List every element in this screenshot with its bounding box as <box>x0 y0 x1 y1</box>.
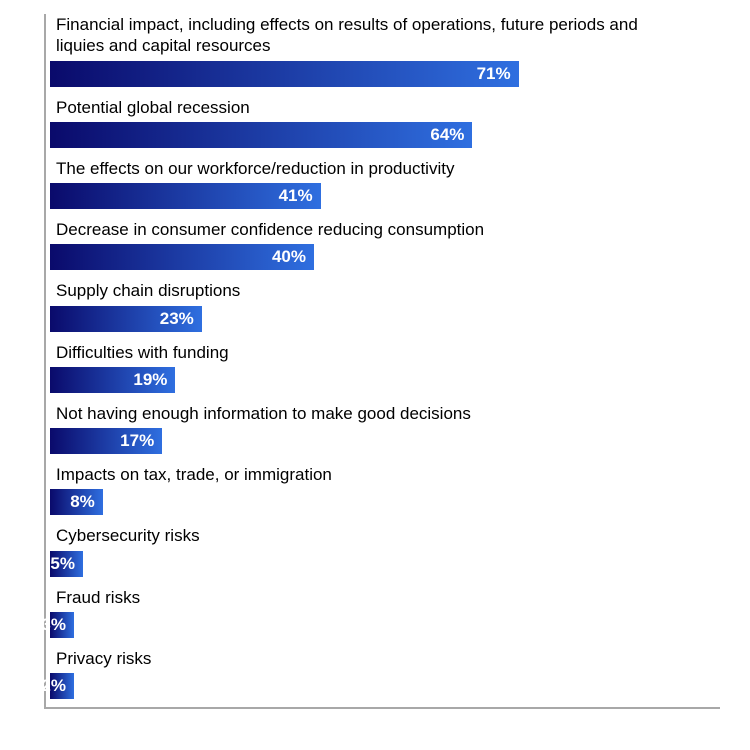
bar-track: 5% <box>50 551 720 577</box>
bar: 17% <box>50 428 162 454</box>
bar-label: Financial impact, including effects on r… <box>50 14 690 61</box>
table-row: Difficulties with funding 19% <box>50 342 720 393</box>
bar: 40% <box>50 244 314 270</box>
table-row: Decrease in consumer confidence reducing… <box>50 219 720 270</box>
bar: 64% <box>50 122 472 148</box>
bar-value: 8% <box>70 492 95 512</box>
x-axis <box>44 707 720 709</box>
bar-track: 23% <box>50 306 720 332</box>
bar-track: 64% <box>50 122 720 148</box>
table-row: Fraud risks 3% <box>50 587 720 638</box>
bar-label: Potential global recession <box>50 97 690 122</box>
bar-track: 41% <box>50 183 720 209</box>
bar: 23% <box>50 306 202 332</box>
bar-track: 3% <box>50 612 720 638</box>
bar-value: 5% <box>50 554 75 574</box>
bar-label: Not having enough information to make go… <box>50 403 690 428</box>
bar-value: 64% <box>430 125 464 145</box>
bar-value: 41% <box>279 186 313 206</box>
bar-value: 17% <box>120 431 154 451</box>
bar-track: 71% <box>50 61 720 87</box>
bar-label: Fraud risks <box>50 587 690 612</box>
table-row: Financial impact, including effects on r… <box>50 14 720 87</box>
bar: 5% <box>50 551 83 577</box>
bar-value: 3% <box>41 615 66 635</box>
table-row: The effects on our workforce/reduction i… <box>50 158 720 209</box>
table-row: Potential global recession 64% <box>50 97 720 148</box>
horizontal-bar-chart: Financial impact, including effects on r… <box>0 0 750 723</box>
bar: 71% <box>50 61 519 87</box>
bar-track: 17% <box>50 428 720 454</box>
bar-value: 23% <box>160 309 194 329</box>
bar: 3% <box>50 612 74 638</box>
bar-value: 71% <box>477 64 511 84</box>
bar-label: Decrease in consumer confidence reducing… <box>50 219 690 244</box>
bar-label: Difficulties with funding <box>50 342 690 367</box>
bar-track: 19% <box>50 367 720 393</box>
bar-track: 40% <box>50 244 720 270</box>
y-axis <box>44 14 46 709</box>
bar-track: 2% <box>50 673 720 699</box>
bar: 2% <box>50 673 74 699</box>
bar-label: Impacts on tax, trade, or immigration <box>50 464 690 489</box>
bar-track: 8% <box>50 489 720 515</box>
bar-label: Cybersecurity risks <box>50 525 690 550</box>
bar-label: The effects on our workforce/reduction i… <box>50 158 690 183</box>
table-row: Not having enough information to make go… <box>50 403 720 454</box>
bar-value: 40% <box>272 247 306 267</box>
bar: 19% <box>50 367 175 393</box>
bar-value: 2% <box>41 676 66 696</box>
bar-value: 19% <box>133 370 167 390</box>
bar: 8% <box>50 489 103 515</box>
table-row: Impacts on tax, trade, or immigration 8% <box>50 464 720 515</box>
table-row: Privacy risks 2% <box>50 648 720 699</box>
table-row: Supply chain disruptions 23% <box>50 280 720 331</box>
table-row: Cybersecurity risks 5% <box>50 525 720 576</box>
bar-label: Privacy risks <box>50 648 690 673</box>
bar-label: Supply chain disruptions <box>50 280 690 305</box>
bar: 41% <box>50 183 321 209</box>
